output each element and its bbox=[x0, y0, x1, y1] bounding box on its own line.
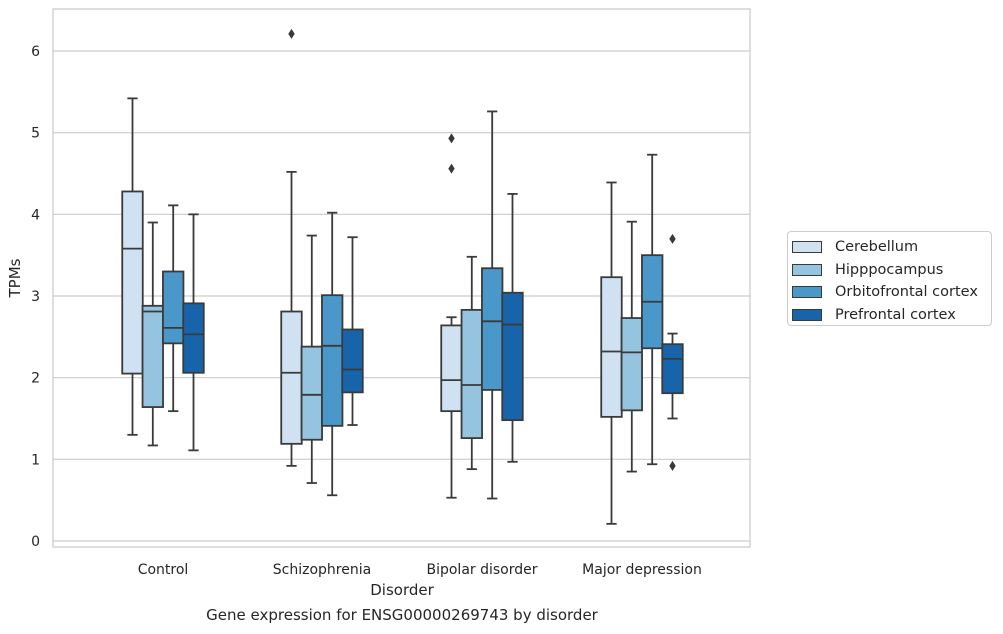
legend: Cerebellum Hipppocampus Orbitofrontal cort… bbox=[787, 231, 992, 326]
box bbox=[321, 294, 344, 427]
legend-label: Cerebellum bbox=[835, 239, 919, 256]
box-group bbox=[600, 181, 623, 525]
box bbox=[440, 324, 463, 413]
legend-swatch bbox=[792, 286, 822, 299]
x-axis-label: Disorder bbox=[370, 581, 434, 599]
box bbox=[620, 317, 643, 412]
outlier-point bbox=[669, 460, 676, 471]
legend-label: Orbitofrontal cortex bbox=[835, 284, 978, 301]
box-group bbox=[121, 97, 144, 436]
legend-label: Hipppocampus bbox=[835, 261, 944, 278]
x-tick-label: Major depression bbox=[582, 562, 702, 578]
box-group bbox=[182, 213, 205, 452]
y-axis-label: TPMs bbox=[6, 258, 24, 298]
y-tick-label: 4 bbox=[31, 207, 40, 223]
y-tick-label: 3 bbox=[31, 289, 40, 305]
y-axis-ticks: 0 1 2 3 4 5 6 bbox=[31, 44, 40, 550]
box bbox=[341, 328, 364, 394]
y-tick-label: 1 bbox=[31, 452, 40, 468]
box bbox=[501, 291, 524, 422]
box bbox=[141, 304, 164, 408]
x-tick-label: Bipolar disorder bbox=[426, 562, 537, 578]
outlier-point bbox=[669, 233, 676, 244]
box bbox=[162, 270, 185, 345]
box-group bbox=[440, 133, 463, 499]
x-tick-label: Schizophrenia bbox=[273, 562, 371, 578]
plot-area-frame bbox=[52, 8, 751, 548]
box-group bbox=[162, 204, 185, 413]
legend-label: Prefrontal cortex bbox=[835, 306, 956, 323]
box-group bbox=[321, 211, 344, 497]
box-group bbox=[300, 234, 323, 484]
legend-item: Cerebellum bbox=[792, 236, 991, 259]
box bbox=[600, 276, 623, 418]
legend-item: Hipppocampus bbox=[792, 259, 991, 282]
box bbox=[300, 345, 323, 441]
y-tick-label: 2 bbox=[31, 371, 40, 387]
box-group bbox=[641, 153, 664, 466]
outlier-point bbox=[448, 163, 455, 174]
box-group bbox=[460, 255, 483, 471]
box-series bbox=[121, 28, 684, 525]
box-group bbox=[341, 236, 364, 426]
legend-item: Prefrontal cortex bbox=[792, 304, 991, 327]
legend-swatch bbox=[792, 308, 822, 321]
box bbox=[182, 302, 205, 374]
box bbox=[121, 190, 144, 375]
outlier-point bbox=[448, 133, 455, 144]
outlier-point bbox=[288, 28, 295, 39]
box bbox=[661, 343, 684, 395]
box bbox=[460, 308, 483, 439]
box-group bbox=[481, 110, 504, 500]
x-axis-ticks: Control Schizophrenia Bipolar disorder Majo… bbox=[138, 562, 702, 578]
y-tick-label: 6 bbox=[31, 44, 40, 60]
legend-swatch bbox=[792, 263, 822, 276]
box-group bbox=[661, 233, 684, 471]
box-group bbox=[620, 220, 643, 473]
chart-title: Gene expression for ENSG00000269743 by d… bbox=[206, 606, 598, 624]
legend-swatch bbox=[792, 241, 822, 254]
y-tick-label: 0 bbox=[31, 534, 40, 550]
box bbox=[481, 267, 504, 391]
x-tick-label: Control bbox=[138, 562, 189, 578]
box-group bbox=[501, 193, 524, 463]
y-tick-label: 5 bbox=[31, 126, 40, 142]
box-group bbox=[141, 221, 164, 447]
box bbox=[280, 310, 303, 445]
box-group bbox=[280, 28, 303, 467]
legend-item: Orbitofrontal cortex bbox=[792, 281, 991, 304]
